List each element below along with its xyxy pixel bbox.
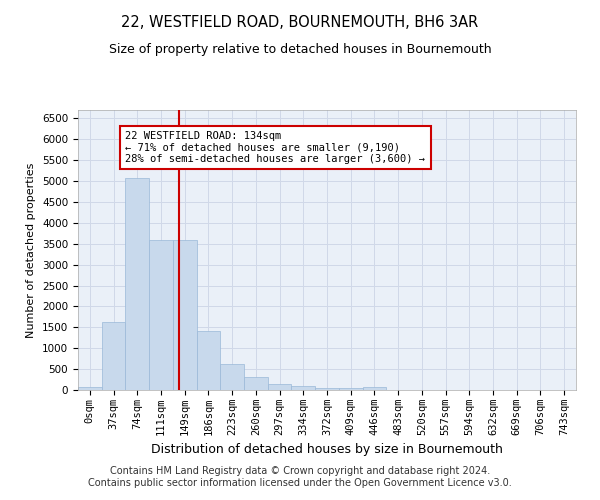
Bar (292, 386, 315, 390)
Text: Size of property relative to detached houses in Bournemouth: Size of property relative to detached ho… (109, 42, 491, 56)
Bar (125, 178, 149, 390)
Bar (102, 322, 125, 390)
Bar (244, 378, 268, 390)
Bar (78, 386, 102, 390)
Bar (315, 388, 339, 390)
Bar (268, 384, 292, 390)
Text: Contains HM Land Registry data © Crown copyright and database right 2024.
Contai: Contains HM Land Registry data © Crown c… (88, 466, 512, 487)
Bar (197, 330, 220, 390)
Bar (149, 240, 173, 390)
Bar (220, 364, 244, 390)
Bar (173, 240, 197, 390)
X-axis label: Distribution of detached houses by size in Bournemouth: Distribution of detached houses by size … (151, 444, 503, 456)
Text: 22, WESTFIELD ROAD, BOURNEMOUTH, BH6 3AR: 22, WESTFIELD ROAD, BOURNEMOUTH, BH6 3AR (121, 15, 479, 30)
Text: 22 WESTFIELD ROAD: 134sqm
← 71% of detached houses are smaller (9,190)
28% of se: 22 WESTFIELD ROAD: 134sqm ← 71% of detac… (125, 131, 425, 164)
Y-axis label: Number of detached properties: Number of detached properties (26, 162, 37, 338)
Bar (339, 388, 362, 390)
Bar (362, 388, 386, 390)
